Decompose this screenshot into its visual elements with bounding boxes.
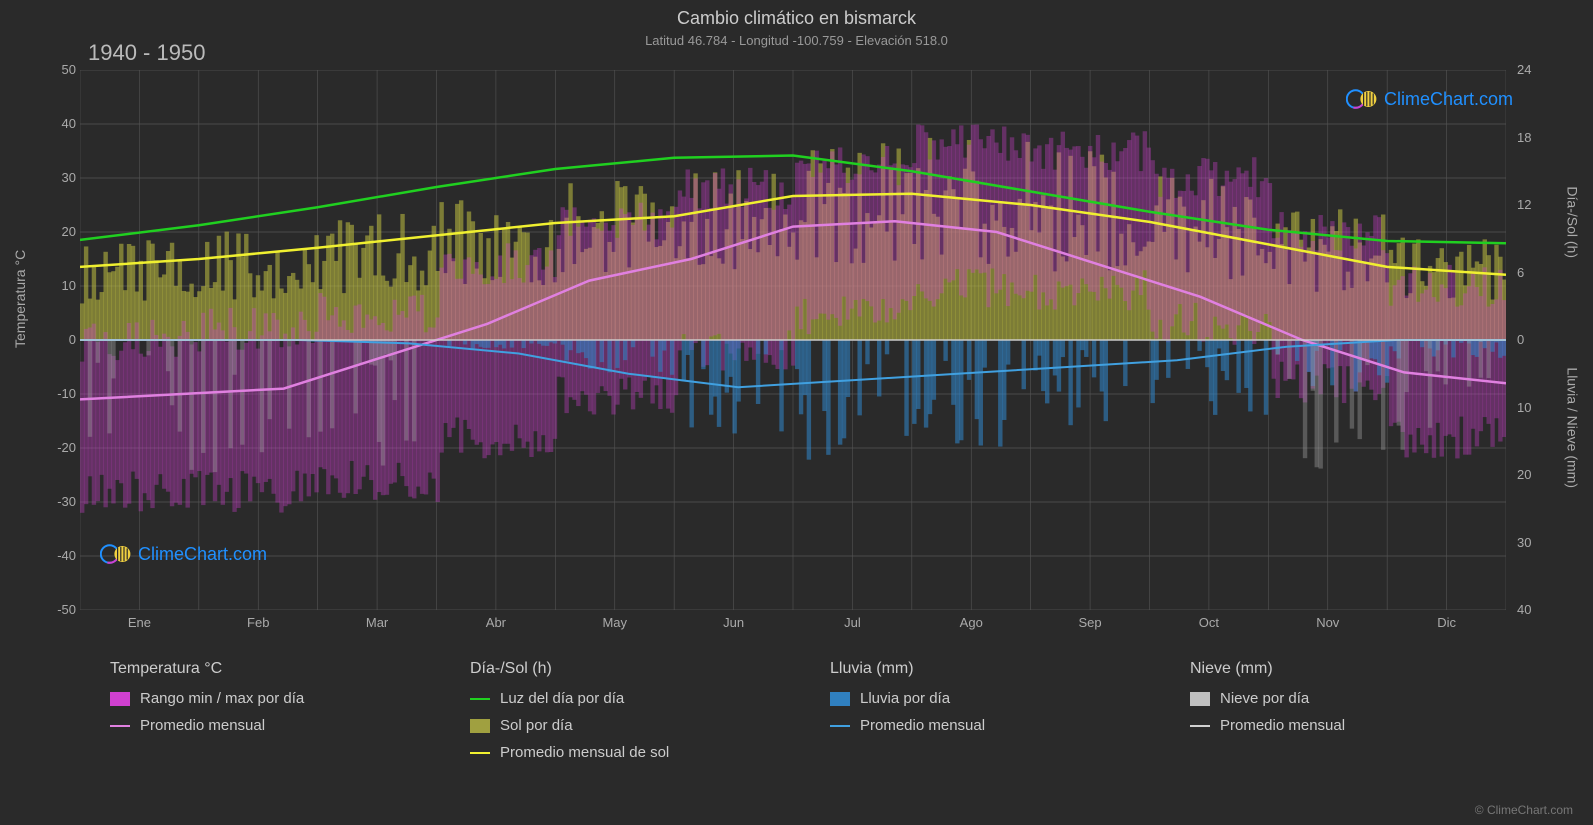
y-tick-left: 0 xyxy=(50,332,76,347)
x-tick-month: Sep xyxy=(1070,615,1110,630)
watermark-bottom-left: ClimeChart.com xyxy=(100,540,267,568)
legend-item: Rango min / max por día xyxy=(110,690,430,707)
legend-header: Nieve (mm) xyxy=(1190,660,1510,678)
x-tick-month: Ene xyxy=(119,615,159,630)
y-tick-left: 50 xyxy=(50,62,76,77)
x-tick-month: Abr xyxy=(476,615,516,630)
y-tick-left: -20 xyxy=(50,440,76,455)
legend-item: Promedio mensual xyxy=(1190,717,1510,734)
legend-item: Promedio mensual xyxy=(110,717,430,734)
legend-line-icon xyxy=(1190,725,1210,727)
y-tick-left: -50 xyxy=(50,602,76,617)
legend-swatch-icon xyxy=(1190,692,1210,706)
y-tick-left: -10 xyxy=(50,386,76,401)
legend-column-temp: Temperatura °C Rango min / max por día Pro… xyxy=(110,660,430,771)
legend: Temperatura °C Rango min / max por día Pro… xyxy=(110,660,1510,771)
legend-item: Luz del día por día xyxy=(470,690,790,707)
y-tick-left: -30 xyxy=(50,494,76,509)
legend-header: Día-/Sol (h) xyxy=(470,660,790,678)
y-tick-left: -40 xyxy=(50,548,76,563)
legend-column-sun: Día-/Sol (h) Luz del día por día Sol por d… xyxy=(470,660,790,771)
legend-header: Lluvia (mm) xyxy=(830,660,1150,678)
y-tick-right: 40 xyxy=(1517,602,1543,617)
legend-item: Promedio mensual xyxy=(830,717,1150,734)
legend-header: Temperatura °C xyxy=(110,660,430,678)
watermark-top-right: ClimeChart.com xyxy=(1346,85,1513,113)
y-tick-right: 6 xyxy=(1517,265,1543,280)
legend-swatch-icon xyxy=(110,692,130,706)
y-axis-right-bottom-label: Lluvia / Nieve (mm) xyxy=(1565,367,1581,488)
legend-swatch-icon xyxy=(470,719,490,733)
y-tick-right: 18 xyxy=(1517,130,1543,145)
y-tick-left: 10 xyxy=(50,278,76,293)
x-tick-month: May xyxy=(595,615,635,630)
y-tick-right: 12 xyxy=(1517,197,1543,212)
legend-label: Lluvia por día xyxy=(860,690,950,707)
watermark-text: ClimeChart.com xyxy=(138,544,267,565)
legend-swatch-icon xyxy=(830,692,850,706)
y-tick-right: 20 xyxy=(1517,467,1543,482)
legend-column-snow: Nieve (mm) Nieve por día Promedio mensual xyxy=(1190,660,1510,771)
x-tick-month: Ago xyxy=(951,615,991,630)
y-tick-right: 10 xyxy=(1517,400,1543,415)
y-axis-left-label: Temperatura °C xyxy=(12,250,28,348)
legend-item: Lluvia por día xyxy=(830,690,1150,707)
x-tick-month: Feb xyxy=(238,615,278,630)
legend-label: Nieve por día xyxy=(1220,690,1309,707)
legend-column-rain: Lluvia (mm) Lluvia por día Promedio mensua… xyxy=(830,660,1150,771)
legend-line-icon xyxy=(110,725,130,727)
legend-line-icon xyxy=(470,698,490,700)
chart-subtitle: Latitud 46.784 - Longitud -100.759 - Ele… xyxy=(0,29,1593,48)
legend-label: Promedio mensual xyxy=(1220,717,1345,734)
watermark-text: ClimeChart.com xyxy=(1384,89,1513,110)
copyright-text: © ClimeChart.com xyxy=(1475,803,1573,817)
legend-label: Promedio mensual xyxy=(140,717,265,734)
y-tick-right: 30 xyxy=(1517,535,1543,550)
x-tick-month: Nov xyxy=(1308,615,1348,630)
y-tick-right: 0 xyxy=(1517,332,1543,347)
y-tick-left: 30 xyxy=(50,170,76,185)
chart-title: Cambio climático en bismarck xyxy=(0,0,1593,29)
legend-label: Promedio mensual de sol xyxy=(500,744,669,761)
y-tick-left: 40 xyxy=(50,116,76,131)
legend-label: Sol por día xyxy=(500,717,573,734)
x-tick-month: Oct xyxy=(1189,615,1229,630)
climechart-logo-icon xyxy=(1346,85,1378,113)
x-tick-month: Mar xyxy=(357,615,397,630)
y-tick-left: 20 xyxy=(50,224,76,239)
climechart-logo-icon xyxy=(100,540,132,568)
legend-item: Nieve por día xyxy=(1190,690,1510,707)
x-tick-month: Jun xyxy=(714,615,754,630)
year-range-label: 1940 - 1950 xyxy=(88,40,205,66)
climate-chart: Cambio climático en bismarck Latitud 46.… xyxy=(0,0,1593,825)
legend-line-icon xyxy=(830,725,850,727)
y-axis-right-top-label: Día-/Sol (h) xyxy=(1565,186,1581,258)
legend-label: Promedio mensual xyxy=(860,717,985,734)
legend-label: Rango min / max por día xyxy=(140,690,304,707)
legend-label: Luz del día por día xyxy=(500,690,624,707)
legend-line-icon xyxy=(470,752,490,754)
x-tick-month: Jul xyxy=(832,615,872,630)
legend-item: Promedio mensual de sol xyxy=(470,744,790,761)
x-tick-month: Dic xyxy=(1427,615,1467,630)
plot-svg xyxy=(80,70,1506,610)
legend-item: Sol por día xyxy=(470,717,790,734)
y-tick-right: 24 xyxy=(1517,62,1543,77)
